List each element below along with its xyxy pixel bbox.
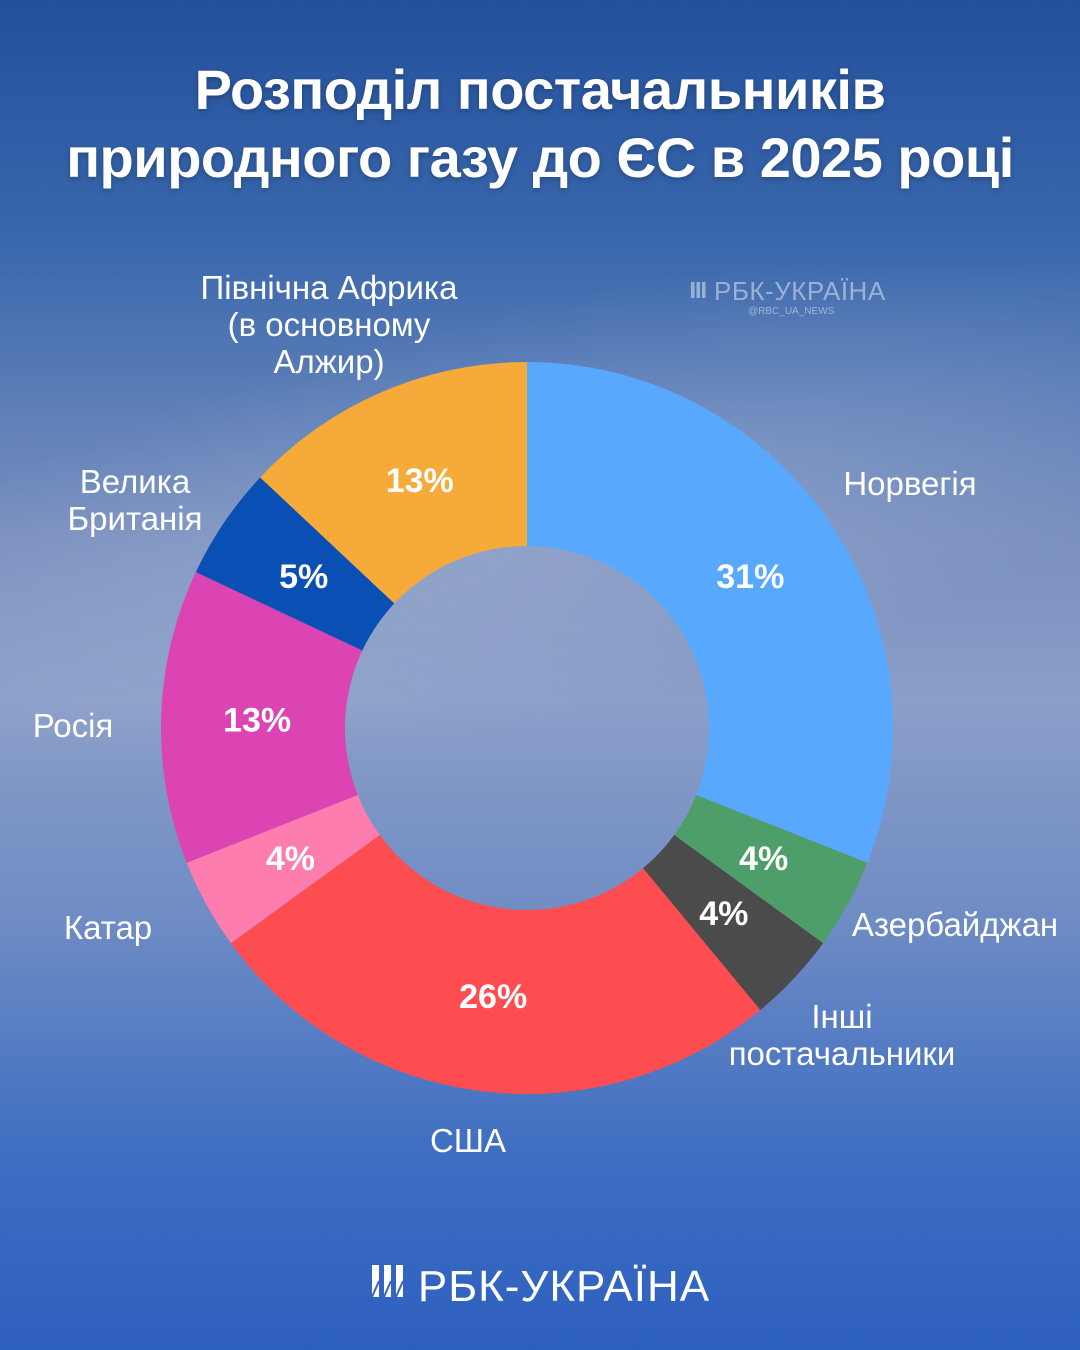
category-label-line: Азербайджан	[852, 906, 1058, 943]
category-label-line: Інші	[811, 998, 872, 1035]
slice-uk	[195, 477, 395, 651]
value-label-qatar: 4%	[266, 840, 315, 878]
value-label-others: 4%	[699, 895, 748, 933]
category-label-north-africa: Північна Африка (в основному Алжир)	[201, 269, 459, 380]
value-label-uk: 5%	[279, 558, 328, 596]
category-label-line: постачальники	[729, 1035, 956, 1072]
rbc-logo-icon	[690, 276, 710, 307]
category-label-usa: США	[430, 1122, 506, 1159]
value-label-usa: 26%	[459, 978, 527, 1016]
slice-qatar	[186, 794, 380, 944]
watermark: РБК-УКРАЇНА	[690, 276, 886, 309]
slice-russia	[161, 572, 363, 863]
category-label-line: США	[430, 1122, 506, 1159]
slice-norway	[527, 362, 893, 863]
category-label-others: Інші постачальники	[729, 998, 956, 1072]
value-label-norway: 31%	[716, 558, 784, 596]
slice-usa	[230, 834, 761, 1094]
category-label-norway: Норвегія	[843, 465, 976, 502]
watermark-brand: РБК-УКРАЇНА	[714, 276, 886, 306]
value-label-north-africa: 13%	[386, 462, 454, 500]
slice-azerbaijan	[674, 794, 868, 944]
category-label-line: Алжир)	[273, 343, 384, 380]
watermark-handle: @RBC_UA_NEWS	[748, 306, 835, 317]
value-label-azerbaijan: 4%	[739, 840, 788, 878]
footer-brand: РБК-УКРАЇНА	[0, 1262, 1080, 1314]
category-label-qatar: Катар	[64, 909, 152, 946]
category-label-line: Британія	[68, 500, 203, 537]
slice-others	[643, 834, 824, 1011]
category-label-line: (в основному	[228, 306, 431, 343]
category-label-russia: Росія	[33, 707, 114, 744]
slice-north-africa	[260, 362, 527, 604]
value-label-russia: 13%	[223, 702, 291, 740]
category-label-line: Росія	[33, 707, 114, 744]
category-label-line: Велика	[80, 463, 191, 500]
category-label-line: Катар	[64, 909, 152, 946]
category-label-uk: Велика Британія	[68, 463, 203, 537]
category-label-line: Норвегія	[843, 465, 976, 502]
category-label-line: Північна Африка	[201, 269, 459, 306]
title-line-2: природного газу до ЄС в 2025 році	[66, 126, 1014, 189]
category-label-azerbaijan: Азербайджан	[852, 906, 1058, 943]
title-line-1: Розподіл постачальників	[194, 58, 886, 121]
rbc-logo-icon	[370, 1260, 410, 1310]
footer-brand-text: РБК-УКРАЇНА	[417, 1262, 711, 1311]
page-title: Розподіл постачальників природного газу …	[0, 56, 1080, 192]
